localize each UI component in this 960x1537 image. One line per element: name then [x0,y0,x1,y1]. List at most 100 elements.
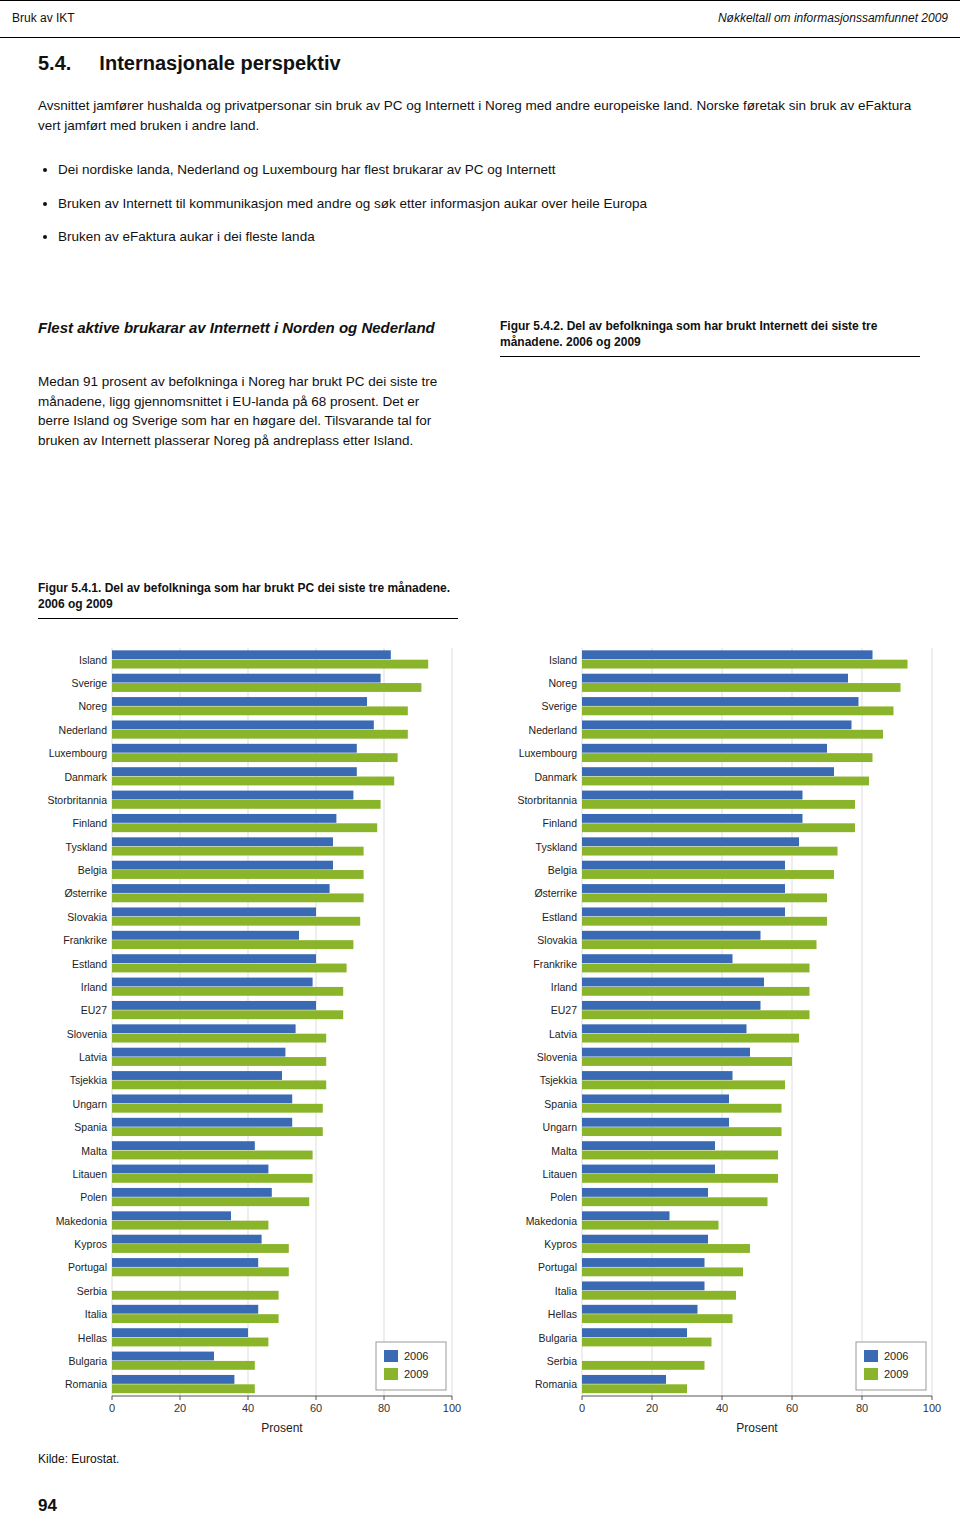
bar [112,1221,268,1230]
category-label: Noreg [78,700,107,712]
category-label: Frankrike [533,958,577,970]
category-label: Estland [542,911,577,923]
bar [112,837,333,846]
bar [112,893,364,902]
tick [316,1396,317,1400]
tick-label: 60 [786,1402,798,1414]
category-label: Slovenia [67,1028,107,1040]
category-label: Italia [85,1308,107,1320]
bar [582,800,855,809]
sidebar-title: Flest aktive brukarar av Internett i Nor… [38,318,458,338]
category-label: EU27 [81,1004,107,1016]
bar [112,964,347,973]
category-label: Serbia [77,1285,108,1297]
section-number: 5.4. [38,52,71,74]
chart: 020406080100ProsentRomaniaSerbiaBulgaria… [490,640,950,1440]
bar [582,1291,736,1300]
bar [112,987,343,996]
category-label: Irland [81,981,107,993]
bar [582,1141,715,1150]
bar [112,1338,268,1347]
category-label: Slovakia [537,934,577,946]
bar [582,1094,729,1103]
legend-entry: 2006 [404,1350,428,1362]
category-label: Danmark [534,771,577,783]
legend-swatch [384,1368,398,1380]
bar [112,954,316,963]
bar [582,1338,712,1347]
bar [582,697,859,706]
bar [582,814,803,823]
category-label: Ungarn [73,1098,108,1110]
tick [180,1396,181,1400]
bar [582,1057,792,1066]
bar [112,1314,279,1323]
bar [582,987,810,996]
bar [582,1165,715,1174]
bar [582,1080,785,1089]
bar [112,1235,262,1244]
bar [112,1291,279,1300]
bar [112,1118,292,1127]
bar [582,893,827,902]
category-label: Irland [551,981,577,993]
axis-line [582,1396,932,1397]
legend-entry: 2009 [404,1368,428,1380]
category-label: Belgia [548,864,577,876]
category-label: Spania [544,1098,577,1110]
bar [112,978,313,987]
bar [112,683,421,692]
category-label: Kypros [544,1238,577,1250]
category-label: Bulgaria [68,1355,107,1367]
bar [112,1267,289,1276]
bar [112,1024,296,1033]
category-label: Slovakia [67,911,107,923]
category-label: Serbia [547,1355,578,1367]
category-label: Hellas [78,1332,107,1344]
bar [112,1305,258,1314]
bar [582,744,827,753]
category-label: Belgia [78,864,107,876]
bar [582,1221,719,1230]
bar [112,1361,255,1370]
bar [112,940,353,949]
bars [582,650,908,1393]
category-label: Bulgaria [538,1332,577,1344]
category-label: Storbritannia [47,794,107,806]
legend-entry: 2006 [884,1350,908,1362]
category-label: Makedonia [56,1215,108,1227]
bar [112,884,330,893]
header-left: Bruk av IKT [12,11,75,25]
bar [582,978,764,987]
bar [112,1211,231,1220]
category-label: Litauen [73,1168,108,1180]
legend-box [376,1342,446,1390]
category-label: Nederland [59,724,108,736]
tick-label: 20 [646,1402,658,1414]
category-label: Ungarn [543,1121,578,1133]
bar [582,1001,761,1010]
tick [582,1396,583,1400]
bar [582,1024,747,1033]
figure-title: Figur 5.4.2. Del av befolkninga som har … [500,318,920,357]
category-label: Island [549,654,577,666]
bar [582,1071,733,1080]
bar [112,1057,326,1066]
bullet: Bruken av eFaktura aukar i dei fleste la… [58,227,938,247]
bar [582,650,873,659]
category-label: Polen [80,1191,107,1203]
bar [112,720,374,729]
bar [582,1010,810,1019]
bar [112,861,333,870]
legend-swatch [864,1350,878,1362]
category-label: Storbritannia [517,794,577,806]
tick [722,1396,723,1400]
bar [582,847,838,856]
bar [582,1267,743,1276]
bar [112,706,408,715]
bar [582,1034,799,1043]
y-axis: RomaniaBulgariaHellasItaliaSerbiaPortuga… [47,654,107,1391]
tick-label: 80 [378,1402,390,1414]
bar [112,1151,313,1160]
bar [112,744,357,753]
